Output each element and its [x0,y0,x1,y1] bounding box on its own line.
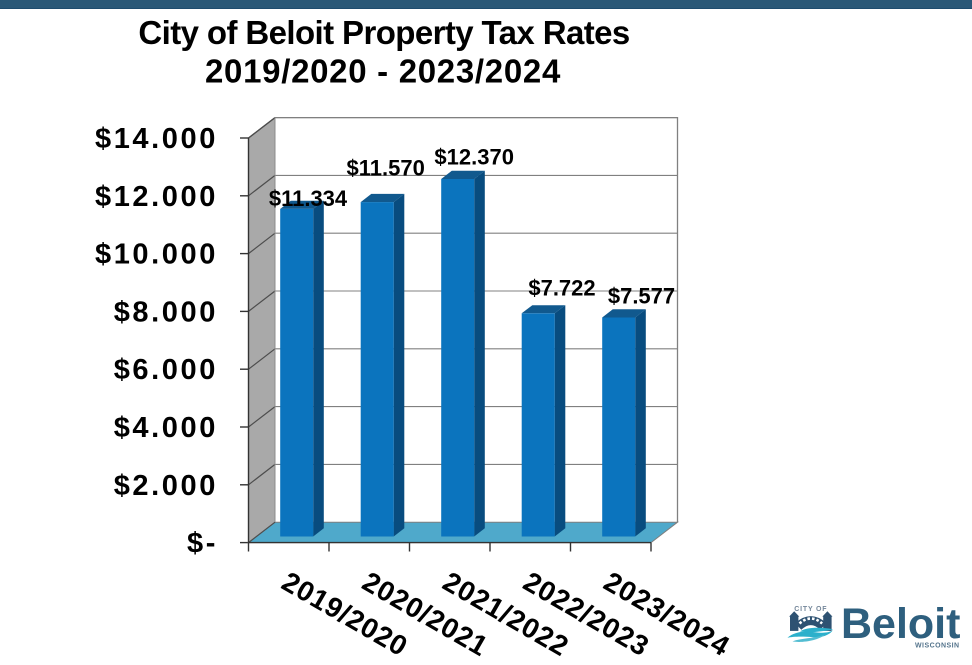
svg-text:WISCONSIN: WISCONSIN [915,643,960,650]
svg-text:$11.570: $11.570 [347,156,425,181]
svg-text:Beloit: Beloit [841,600,960,648]
svg-text:City of Beloit Property Tax Ra: City of Beloit Property Tax Rates [138,14,629,51]
svg-text:$7.577: $7.577 [608,283,675,308]
svg-text:$12.000: $12.000 [95,181,218,213]
svg-text:$-: $- [187,528,218,560]
svg-text:$2.000: $2.000 [114,470,218,502]
svg-text:$14.000: $14.000 [95,123,218,155]
svg-text:$11.334: $11.334 [269,186,348,211]
svg-text:CITY OF: CITY OF [794,606,827,613]
svg-text:2019/2020 - 2023/2024: 2019/2020 - 2023/2024 [205,52,561,89]
svg-text:$4.000: $4.000 [114,412,218,444]
svg-text:$8.000: $8.000 [114,296,218,328]
svg-text:$12.370: $12.370 [434,145,514,170]
svg-text:$10.000: $10.000 [95,239,218,271]
svg-text:$7.722: $7.722 [528,276,595,301]
svg-text:$6.000: $6.000 [114,354,218,386]
